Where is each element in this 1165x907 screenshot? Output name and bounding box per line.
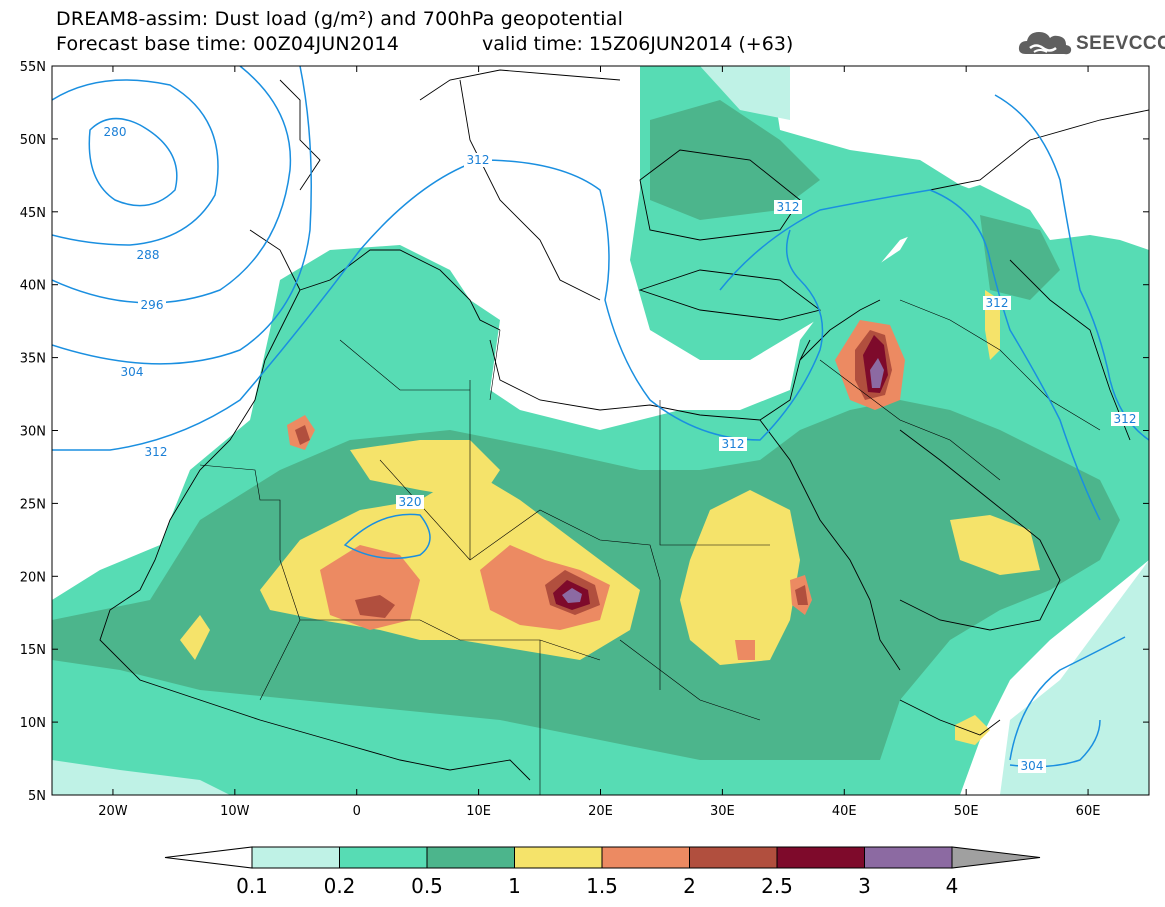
valid-time: valid time: 15Z06JUN2014 (+63) (482, 33, 794, 55)
colorbar-segment (601, 846, 690, 869)
contour-label-bg (464, 153, 492, 167)
contour-label: 312 (1114, 412, 1137, 426)
contour-label-bg (396, 495, 424, 509)
dust-peak-iraq (870, 358, 884, 388)
contour-label: 320 (399, 495, 422, 509)
colorbar-label: 3 (858, 874, 871, 898)
contour-label-bg (1018, 759, 1046, 773)
lat-label: 30N (20, 425, 46, 440)
lat-label: 35N (20, 352, 46, 367)
colorbar-segment (864, 846, 953, 869)
lon-label: 50E (954, 804, 979, 819)
lon-label: 20E (588, 804, 613, 819)
contour-label-bg (1111, 412, 1139, 426)
contour-label-bg (774, 200, 802, 214)
latitude-axis: 55N 50N 45N 40N 35N 30N 25N 20N 15N 10N 5N (20, 60, 1149, 804)
lat-label: 5N (28, 789, 46, 804)
lon-label: 60E (1076, 804, 1101, 819)
contour-label: 312 (986, 296, 1009, 310)
dust-light-edge (52, 760, 230, 795)
contour-label-bg (118, 365, 146, 379)
colorbar-label: 0.5 (411, 874, 443, 898)
colorbar-segment (689, 846, 778, 869)
contour-label: 280 (104, 125, 127, 139)
contour-label-bg (134, 248, 162, 262)
country-borders (199, 299, 1101, 795)
logo-text: SEEVCCC (1076, 33, 1165, 54)
contour-label: 296 (141, 298, 164, 312)
geopotential-contours (52, 66, 1149, 768)
lon-label: 0 (353, 804, 361, 819)
lat-label: 50N (20, 133, 46, 148)
seevccc-logo: SEEVCCC (1016, 26, 1165, 60)
dust-light-east (1000, 560, 1149, 795)
map-area (52, 66, 1149, 795)
contour-label-bg (983, 296, 1011, 310)
colorbar-segment (251, 846, 340, 869)
contour-labels: 280 288 296 304 312 312 320 312 312 312 312 304 (101, 125, 1139, 773)
lat-label: 25N (20, 497, 46, 512)
dust-orange-niger (320, 545, 420, 630)
colorbar-segment (339, 846, 428, 869)
contour-label: 312 (145, 445, 168, 459)
lat-label: 45N (20, 206, 46, 221)
contour-label: 304 (121, 365, 144, 379)
map-title: DREAM8-assim: Dust load (g/m²) and 700hP… (56, 8, 624, 30)
longitude-axis: 20W 10W 0 10E 20E 30E 40E 50E 60E (98, 66, 1100, 819)
forecast-base-time: Forecast base time: 00Z04JUN2014 (56, 33, 399, 55)
colorbar-label: 0.1 (236, 874, 268, 898)
contour-label: 288 (137, 248, 160, 262)
lat-label: 55N (20, 60, 46, 75)
contour-label-bg (101, 125, 129, 139)
lon-label: 10W (220, 804, 250, 819)
colorbar-label: 1.5 (586, 874, 618, 898)
contour-label: 312 (467, 153, 490, 167)
contour-label-bg (138, 298, 166, 312)
colorbar-high-arrow (951, 846, 1041, 869)
colorbar-segment (776, 846, 865, 869)
lon-label: 40E (832, 804, 857, 819)
colorbar-label: 2 (683, 874, 696, 898)
colorbar-segment (426, 846, 515, 869)
colorbar-segment (514, 846, 603, 869)
contour-label: 312 (722, 437, 745, 451)
lat-label: 20N (20, 570, 46, 585)
coastlines (99, 69, 1149, 781)
cloud-icon (1018, 32, 1072, 55)
colorbar-label: 1 (508, 874, 521, 898)
contour-label: 304 (1021, 759, 1044, 773)
lat-label: 15N (20, 643, 46, 658)
colorbar-label: 2.5 (761, 874, 793, 898)
dust-yellow-sudan (680, 490, 800, 665)
lon-label: 30E (710, 804, 735, 819)
colorbar-label: 0.2 (324, 874, 356, 898)
colorbar-label: 4 (946, 874, 959, 898)
colorbar: 0.1 0.2 0.5 1 1.5 2 2.5 3 4 (164, 846, 1041, 898)
colorbar-low-arrow (164, 846, 253, 869)
lat-label: 10N (20, 716, 46, 731)
contour-label-bg (142, 445, 170, 459)
contour-label: 312 (777, 200, 800, 214)
lon-label: 10E (466, 804, 491, 819)
lon-label: 20W (98, 804, 128, 819)
lat-label: 40N (20, 279, 46, 294)
contour-label-bg (719, 437, 747, 451)
dust-peak-chad (562, 588, 582, 603)
